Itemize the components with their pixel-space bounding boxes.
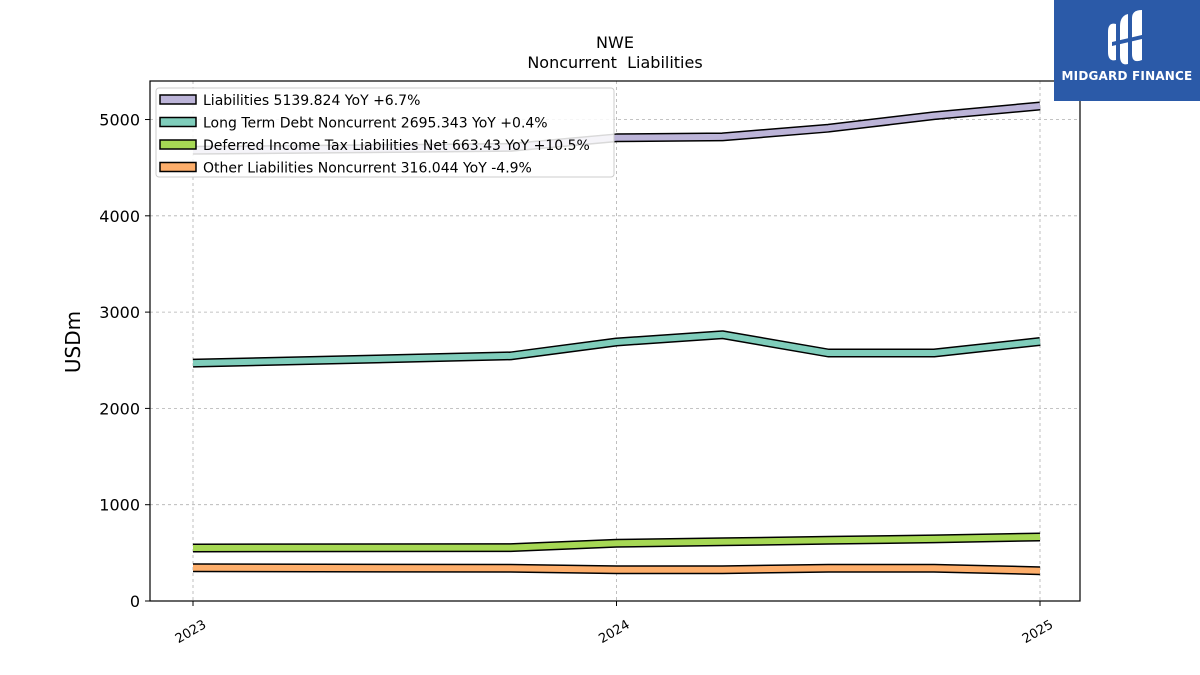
y-tick-label: 3000 <box>99 303 140 322</box>
chart-title: NWE <box>596 33 634 52</box>
x-tick-label: 2025 <box>1020 617 1056 647</box>
chart-subtitle: Noncurrent Liabilities <box>527 53 702 72</box>
y-tick-label: 2000 <box>99 399 140 418</box>
legend-label: Long Term Debt Noncurrent 2695.343 YoY +… <box>203 116 548 132</box>
legend-swatch <box>159 116 197 128</box>
y-tick-label: 5000 <box>99 111 140 130</box>
logo-text: MIDGARD FINANCE <box>1061 69 1193 83</box>
legend-frame <box>155 87 615 178</box>
legend-swatch <box>159 94 197 105</box>
series-line <box>192 564 1041 574</box>
legend-swatch <box>159 161 197 173</box>
legend-label: Other Liabilities Noncurrent 316.044 YoY… <box>203 161 532 177</box>
y-axis-label: USDm <box>61 311 85 373</box>
y-tick-label: 4000 <box>99 207 140 226</box>
plot-frame <box>149 80 1081 602</box>
x-tick-label: 2024 <box>596 617 632 647</box>
legend-label: Deferred Income Tax Liabilities Net 663.… <box>203 138 590 154</box>
legend: Liabilities 5139.824 YoY +6.7% Long Term … <box>155 87 615 178</box>
midgard-finance-logo: MIDGARD FINANCE <box>1054 0 1200 101</box>
logo-mark-icon <box>1108 10 1146 65</box>
y-tick-label: 1000 <box>99 496 140 515</box>
x-tick-label: 2023 <box>173 617 209 647</box>
legend-swatch <box>159 139 197 150</box>
legend-label: Liabilities 5139.824 YoY +6.7% <box>203 93 420 109</box>
y-tick-label: 0 <box>130 592 140 611</box>
